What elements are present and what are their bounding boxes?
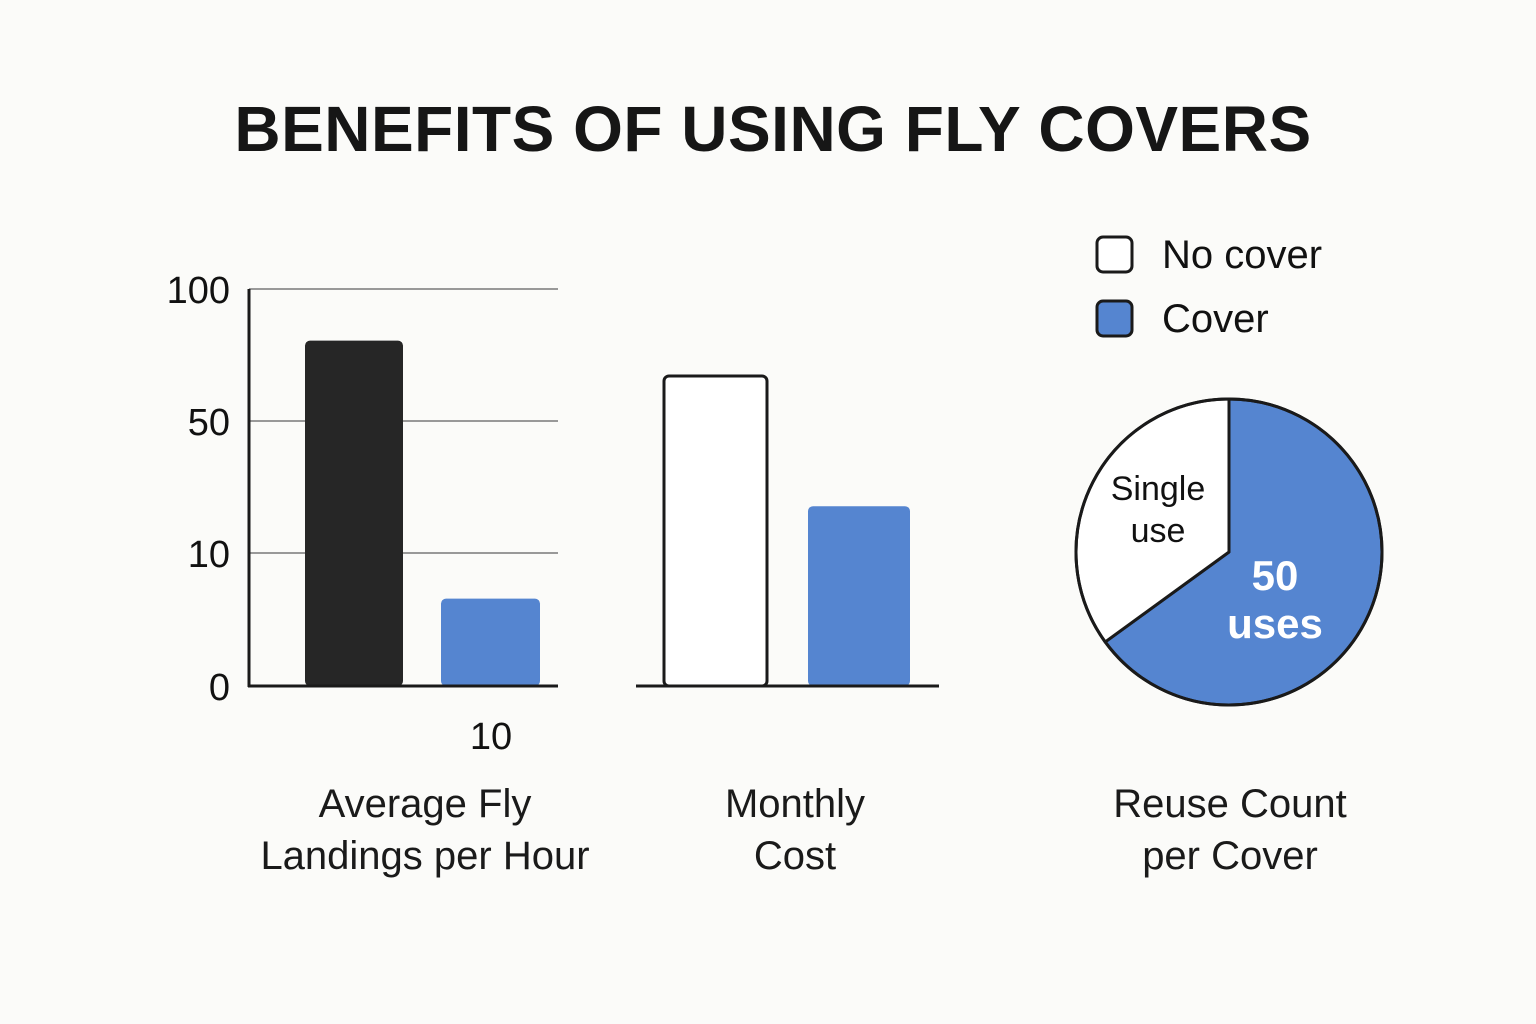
legend-swatch xyxy=(1095,235,1134,274)
cost-bar-chart xyxy=(636,374,939,688)
y-tick-label: 0 xyxy=(209,667,230,709)
bar-no-cover xyxy=(662,374,769,688)
legend-label: No cover xyxy=(1162,233,1322,277)
pie-outline xyxy=(1074,397,1384,707)
chart-title: BENEFITS OF USING FLY COVERS xyxy=(234,93,1312,165)
bar-cover xyxy=(808,506,910,686)
legend: No cover Cover xyxy=(1095,233,1322,341)
x-tick-label: 10 xyxy=(470,716,512,758)
legend-swatch xyxy=(1095,299,1134,338)
landings-chart-caption: Average Fly Landings per Hour xyxy=(260,782,590,878)
y-tick-label: 10 xyxy=(188,534,230,576)
legend-label: Cover xyxy=(1162,297,1269,341)
y-tick-label: 100 xyxy=(167,270,230,312)
cost-chart-caption: Monthly Cost xyxy=(724,782,866,878)
y-tick-label: 50 xyxy=(188,402,230,444)
bar-cover xyxy=(441,598,540,686)
pie-slice-label: Single use xyxy=(1111,470,1206,550)
landings-bar-chart: 0 10 50 100 10 xyxy=(167,270,558,758)
reuse-pie-chart: 50 uses Single use xyxy=(1074,397,1384,707)
reuse-chart-caption: Reuse Count per Cover xyxy=(1113,782,1347,878)
pie-slice-label: 50 uses xyxy=(1227,552,1323,647)
bar-no-cover xyxy=(305,340,403,686)
